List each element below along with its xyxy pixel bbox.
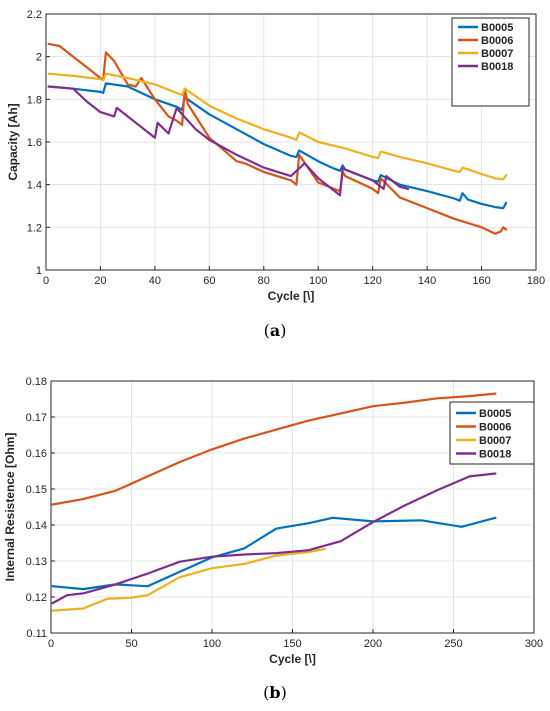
series-line-b0006	[51, 392, 497, 506]
x-tick-label: 160	[472, 275, 490, 287]
x-tick-label: 100	[203, 638, 221, 650]
x-tick-label: 140	[418, 275, 436, 287]
x-axis-label: Cycle [\]	[268, 289, 315, 303]
legend-box	[451, 17, 530, 107]
x-tick-label: 250	[444, 638, 462, 650]
y-tick-label: 0.15	[26, 484, 47, 496]
y-tick-label: 1.2	[27, 222, 42, 234]
series-line-b0006	[47, 42, 508, 235]
series-line-b0005	[47, 82, 508, 210]
series-line-b0007	[51, 547, 326, 612]
x-tick-label: 0	[48, 638, 54, 650]
y-axis-label: Internal Resistence [Ohm]	[3, 433, 17, 582]
x-tick-label: 80	[258, 275, 270, 287]
caption-a: (a)	[264, 321, 287, 340]
y-axis-label: Capacity [Ah]	[6, 103, 20, 180]
y-tick-label: 1	[36, 265, 42, 277]
y-tick-label: 2.2	[27, 9, 42, 21]
x-tick-label: 300	[525, 638, 543, 650]
y-tick-label: 1.4	[27, 180, 42, 192]
caption-b: (b)	[263, 683, 287, 702]
x-tick-label: 100	[309, 275, 327, 287]
y-tick-label: 1.6	[27, 137, 42, 149]
legend-label-b0007: B0007	[479, 435, 511, 447]
x-tick-label: 40	[149, 275, 161, 287]
legend-label-b0005: B0005	[481, 22, 513, 34]
y-tick-label: 0.17	[26, 412, 47, 424]
x-tick-label: 20	[94, 275, 106, 287]
x-tick-label: 180	[527, 275, 545, 287]
y-tick-label: 0.14	[26, 520, 47, 532]
x-tick-label: 0	[43, 275, 49, 287]
capacity-chart: 0 20 40 60 80 100 120 140 160 180 1 1.2 1.4 1.6 1.8 2 2.…	[6, 9, 545, 303]
y-tick-label: 0.11	[26, 628, 47, 640]
x-tick-label: 200	[364, 638, 382, 650]
y-tick-label: 0.18	[26, 376, 47, 388]
legend-label-b0018: B0018	[481, 61, 513, 73]
x-tick-label: 60	[203, 275, 215, 287]
resistance-chart: 0 50 100 150 200 250 300 0.11 0.12 0.13 0.14 0.15 0.…	[3, 376, 543, 666]
legend-label-b0006: B0006	[481, 35, 513, 47]
series-line-b0005	[51, 516, 497, 591]
legend-label-b0006: B0006	[479, 422, 511, 434]
series-line-b0007	[47, 72, 508, 181]
legend-label-b0005: B0005	[479, 408, 511, 420]
x-tick-label: 50	[125, 638, 137, 650]
x-tick-label: 120	[363, 275, 381, 287]
y-tick-label: 2	[36, 52, 42, 64]
x-axis-label: Cycle [\]	[269, 652, 316, 666]
y-tick-label: 1.8	[27, 94, 42, 106]
y-tick-label: 0.16	[26, 448, 47, 460]
y-tick-label: 0.13	[26, 556, 47, 568]
legend-label-b0007: B0007	[481, 48, 513, 60]
series-line-b0018	[47, 85, 410, 197]
series-line-b0018	[51, 472, 497, 605]
x-tick-label: 150	[283, 638, 301, 650]
y-tick-label: 0.12	[26, 592, 47, 604]
legend-label-b0018: B0018	[479, 449, 511, 461]
